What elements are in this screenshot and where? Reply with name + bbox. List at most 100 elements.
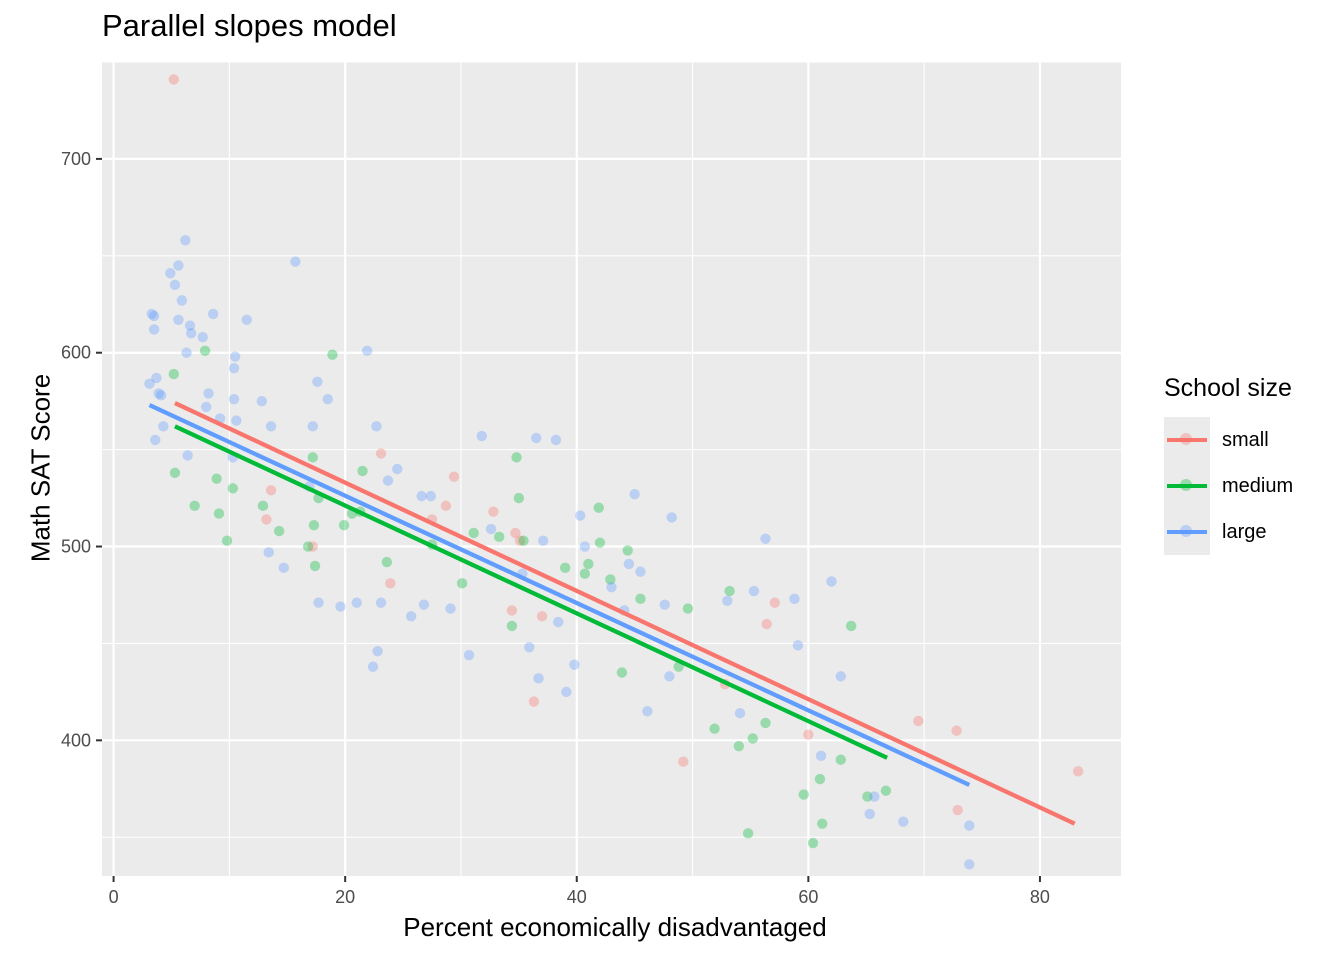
point-medium — [747, 733, 758, 744]
point-medium — [682, 603, 694, 614]
point-large — [335, 601, 346, 612]
point-medium — [593, 502, 604, 513]
point-large — [203, 388, 214, 399]
point-large — [351, 597, 362, 608]
point-large — [666, 512, 677, 523]
legend-key-small — [1164, 417, 1210, 463]
point-medium — [273, 525, 285, 537]
point-medium — [605, 574, 616, 585]
legend-label-medium: medium — [1222, 474, 1294, 497]
point-large — [485, 523, 497, 535]
point-large — [367, 661, 379, 672]
point-large — [173, 260, 184, 271]
point-large — [606, 582, 617, 593]
point-medium — [807, 837, 819, 849]
point-medium — [798, 789, 809, 800]
point-large — [964, 820, 975, 831]
point-large — [278, 562, 289, 574]
point-large — [964, 859, 975, 870]
point-medium — [594, 537, 606, 548]
point-large — [155, 390, 167, 401]
point-large — [229, 351, 241, 362]
point-large — [180, 235, 191, 246]
point-medium — [733, 740, 745, 752]
point-large — [197, 332, 208, 343]
point-large — [241, 314, 252, 325]
point-large — [185, 328, 197, 339]
point-medium — [327, 349, 338, 360]
point-large — [184, 320, 196, 331]
point-small — [761, 618, 772, 630]
fit-lines — [148, 401, 1076, 826]
point-large — [835, 671, 846, 682]
point-large — [642, 706, 653, 717]
fit-line-medium — [174, 424, 889, 760]
point-large — [550, 434, 562, 446]
point-medium — [199, 345, 211, 356]
point-medium — [211, 473, 222, 484]
point-medium — [559, 562, 571, 574]
legend: School size small medium large — [1164, 374, 1293, 555]
point-medium — [169, 467, 181, 479]
point-large — [792, 640, 804, 651]
point-large — [575, 510, 586, 521]
point-medium — [381, 556, 393, 568]
legend-dot-medium — [1180, 479, 1192, 491]
x-axis-label: Percent economically disadvantaged — [403, 912, 827, 942]
point-large — [561, 686, 572, 698]
point-large — [898, 816, 909, 827]
point-large — [537, 535, 549, 546]
point-small — [265, 485, 277, 496]
fit-line-small — [174, 401, 1076, 826]
point-large — [151, 372, 162, 384]
point-medium — [760, 717, 771, 729]
point-medium — [583, 558, 594, 570]
point-large — [533, 673, 544, 684]
legend-key-large — [1164, 509, 1210, 555]
point-large — [734, 708, 746, 719]
point-medium — [709, 723, 720, 734]
point-medium — [880, 785, 892, 796]
x-tick-label: 60 — [798, 887, 818, 907]
point-large — [144, 378, 155, 389]
point-medium — [302, 541, 314, 552]
x-tick-label: 0 — [109, 887, 119, 907]
point-large — [263, 547, 274, 558]
point-small — [528, 696, 540, 707]
x-tick-label: 40 — [567, 887, 587, 907]
point-medium — [213, 508, 225, 519]
point-large — [815, 750, 827, 762]
fit-line-large — [148, 403, 971, 787]
scatter-points — [144, 74, 1084, 870]
legend-item-small: small — [1164, 417, 1293, 463]
legend-key-medium — [1164, 463, 1210, 509]
point-large — [313, 597, 324, 608]
point-large — [173, 314, 184, 325]
x-tick-label: 20 — [335, 887, 355, 907]
point-large — [290, 256, 301, 267]
chart-title: Parallel slopes model — [102, 8, 397, 43]
point-large — [635, 566, 646, 577]
point-large — [416, 490, 427, 502]
point-large — [869, 791, 880, 802]
point-large — [372, 645, 383, 657]
point-small — [440, 500, 452, 512]
point-large — [146, 308, 157, 320]
point-medium — [814, 773, 826, 785]
point-large — [228, 394, 240, 405]
point-large — [176, 295, 188, 306]
point-large — [789, 593, 800, 605]
point-large — [371, 421, 382, 432]
point-large — [382, 475, 394, 486]
legend-line-medium — [1167, 484, 1207, 488]
y-tick-label: 400 — [61, 730, 91, 750]
point-small — [488, 506, 499, 517]
point-large — [361, 345, 373, 356]
point-small — [951, 725, 962, 736]
point-medium — [456, 578, 468, 589]
point-large — [476, 430, 488, 442]
axes: 0 20 40 60 80 400 500 600 700 — [61, 149, 1050, 907]
legend-line-small — [1167, 438, 1207, 442]
point-medium — [468, 527, 479, 539]
